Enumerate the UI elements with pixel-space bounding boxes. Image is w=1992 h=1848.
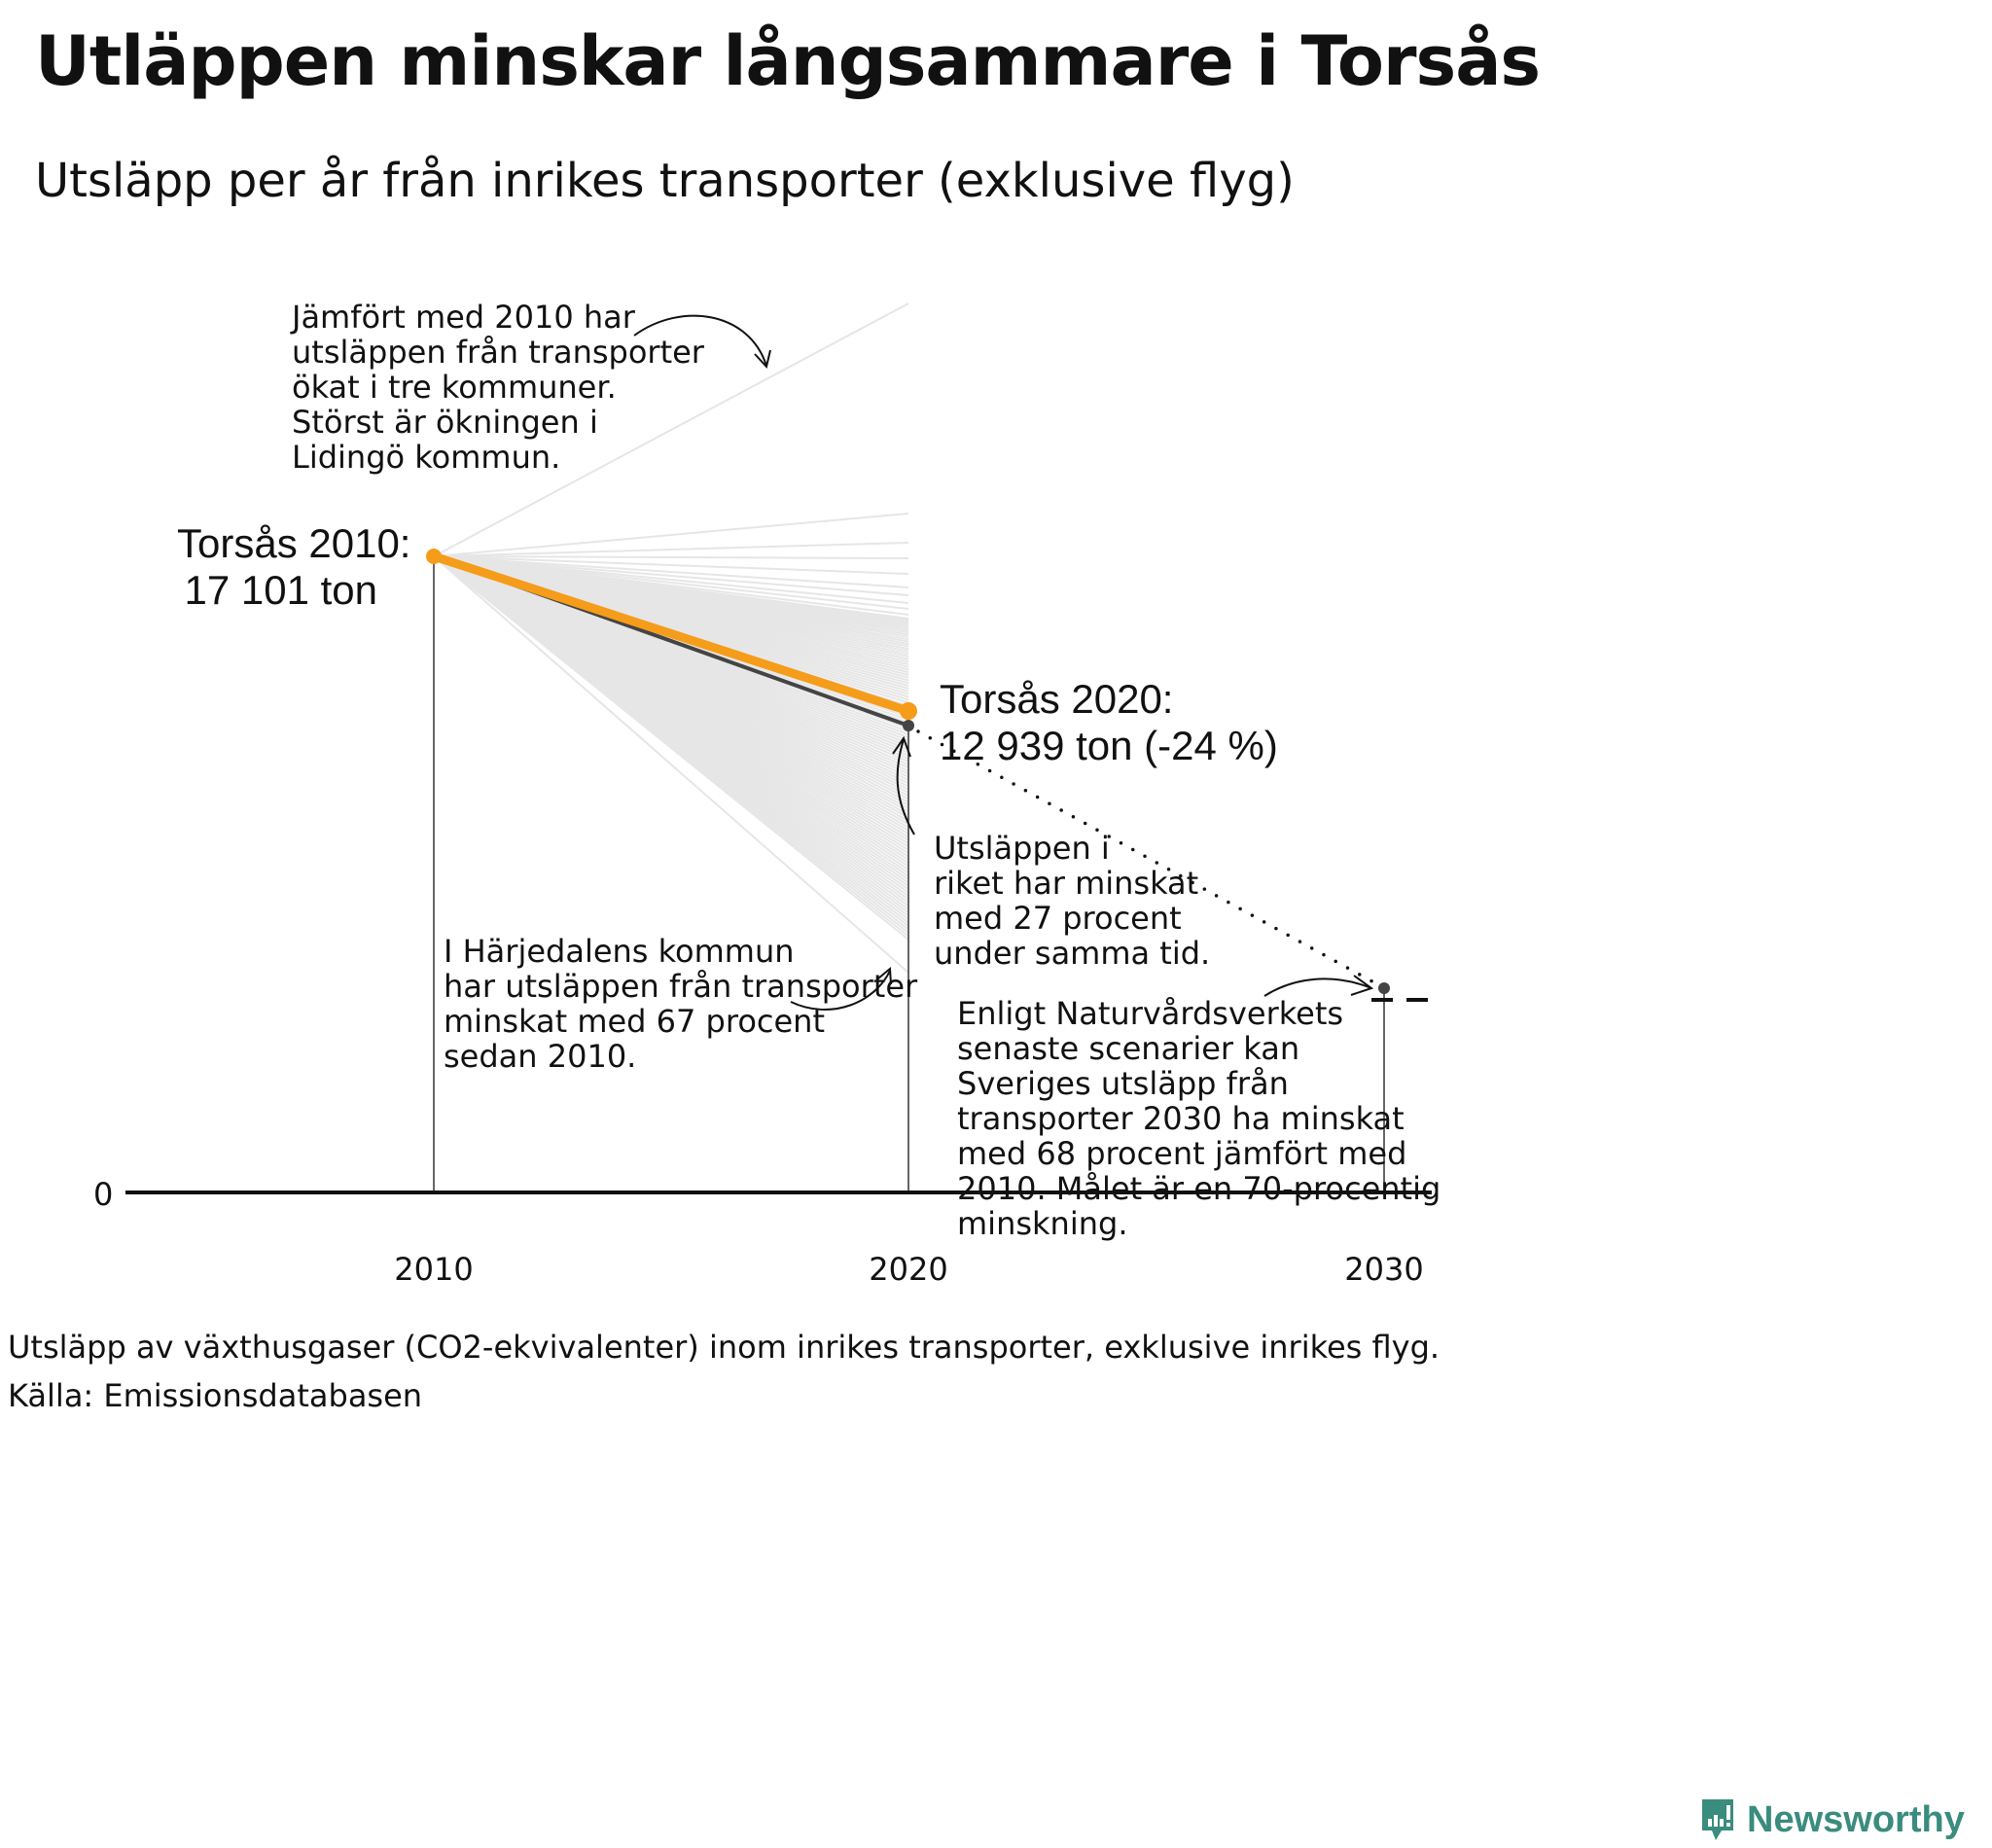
national-2020-point (903, 720, 914, 731)
arrow-lidingo-icon (633, 314, 767, 367)
torsas-line (429, 551, 913, 716)
annotation-2030: Enligt Naturvårdsverkets senaste scenari… (957, 995, 1441, 1242)
torsas-2010-point (426, 549, 442, 564)
arrow-2030-icon (1263, 977, 1372, 997)
annotation-riket: Utsläppen i riket har minskat med 27 pro… (934, 830, 1211, 972)
arrow-harjedalen-icon (790, 970, 891, 1011)
chart-title: Utläppen minskar långsammare i Torsås (35, 21, 1541, 101)
footnote: Utsläpp av växthusgaser (CO2-ekvivalente… (8, 1329, 1441, 1366)
annotation-arrows (633, 314, 1374, 1011)
arrow-riket-icon (896, 738, 915, 835)
x-tick-2030: 2030 (1344, 1251, 1424, 1288)
torsas-2020-point (900, 702, 917, 720)
torsas-2020-label-line1: Torsås 2020: (940, 676, 1174, 722)
annotation-lidingo: Jämfört med 2010 har utsläppen från tran… (292, 299, 704, 476)
source: Källa: Emissionsdatabasen (8, 1377, 423, 1414)
torsas-2010-label: Torsås 2010: 17 101 ton (177, 520, 411, 614)
other-municipalities-lines (433, 302, 909, 974)
y-axis-zero: 0 (93, 1176, 114, 1213)
newsworthy-logo-icon (1702, 1799, 1733, 1840)
torsas-2020-label-line2: 12 939 ton (-24 %) (940, 723, 1278, 768)
x-tick-2010: 2010 (394, 1251, 474, 1288)
national-2030-point (1378, 982, 1390, 994)
torsas-2010-label-line2: 17 101 ton (184, 567, 377, 613)
torsas-2020-label: Torsås 2020: 12 939 ton (-24 %) (940, 676, 1278, 769)
x-tick-2020: 2020 (869, 1251, 948, 1288)
torsas-2010-label-line1: Torsås 2010: (177, 520, 411, 566)
chart-subtitle: Utsläpp per år från inrikes transporter … (35, 154, 1295, 208)
annotation-harjedalen: I Härjedalens kommun har utsläppen från … (444, 933, 918, 1075)
newsworthy-logo: Newsworthy (1700, 1797, 1965, 1842)
newsworthy-logo-text: Newsworthy (1747, 1798, 1965, 1840)
